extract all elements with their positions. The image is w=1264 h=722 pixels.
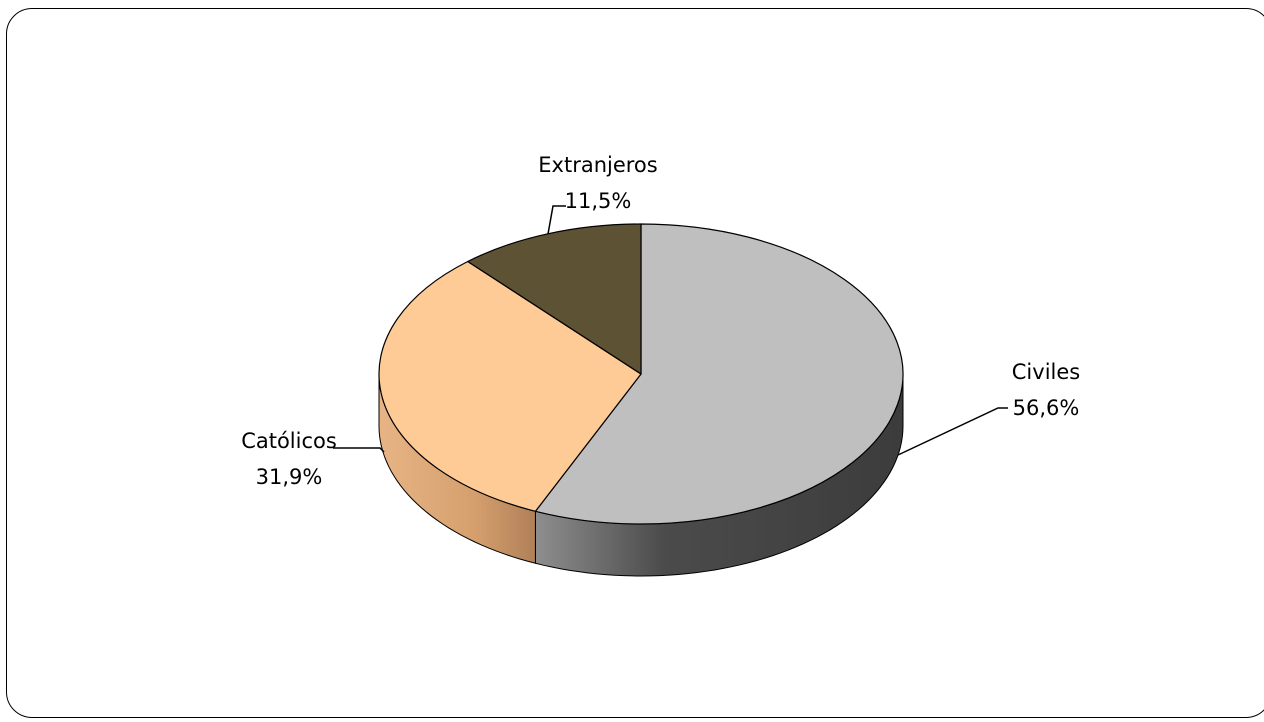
slice-label-civiles: Civiles: [1012, 360, 1080, 384]
leader-line-catolicos: [333, 447, 385, 453]
slice-label-extranjeros: Extranjeros: [538, 153, 657, 177]
leader-line-civiles: [897, 407, 1008, 456]
leader-line-extranjeros: [547, 205, 566, 235]
slice-value-label-extranjeros: 11,5%: [565, 189, 632, 213]
pie-labels: Civiles 56,6% Católicos 31,9% Extranjeros 11,…: [241, 153, 1080, 489]
slice-label-catolicos: Católicos: [241, 429, 337, 453]
pie-slice-civiles: [534, 223, 904, 525]
slice-value-label-civiles: 56,6%: [1013, 396, 1080, 420]
pie-slice-catolicos: [378, 260, 642, 512]
slice-value-label-catolicos: 31,9%: [256, 465, 323, 489]
pie-tops: [378, 223, 904, 525]
